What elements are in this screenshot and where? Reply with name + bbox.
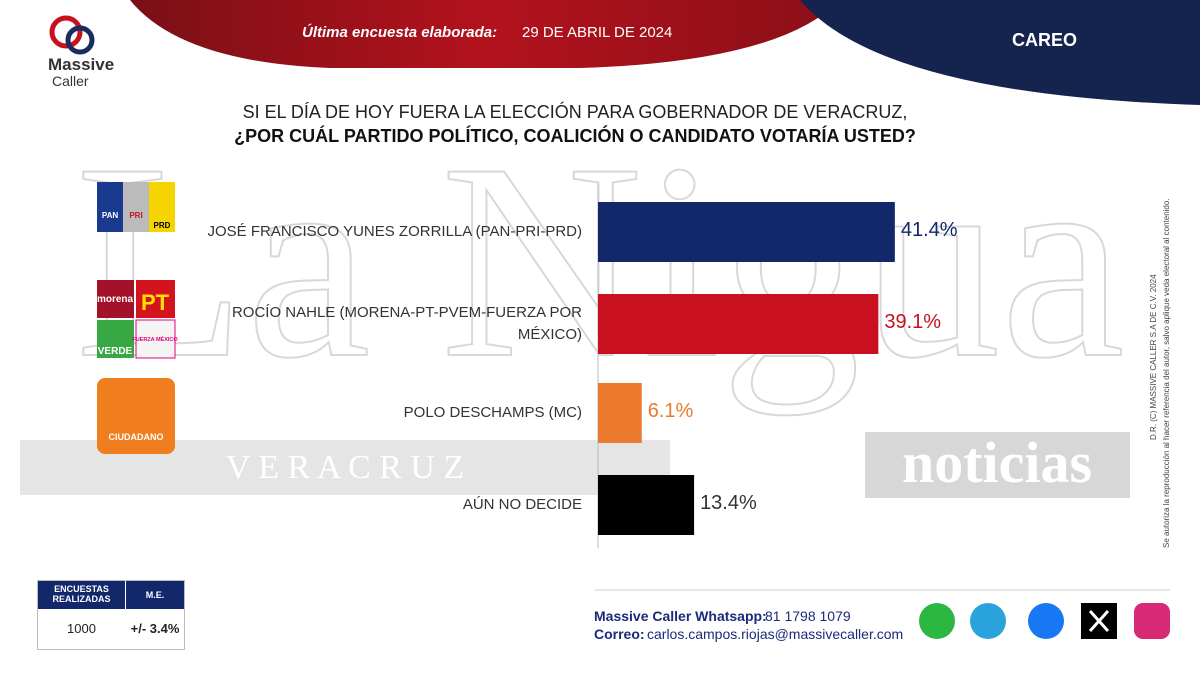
logo-prd <box>149 182 175 232</box>
value-label: 39.1% <box>884 311 942 333</box>
header-corner <box>800 0 1200 105</box>
watermark-sub: V E R A C R U Z <box>226 449 464 486</box>
header-date: 29 DE ABRIL DE 2024 <box>522 24 673 41</box>
brand-name: Massive <box>48 55 115 74</box>
logo-mc <box>97 378 175 454</box>
logo-icon <box>49 15 95 55</box>
logo-fxm <box>135 319 176 359</box>
logo-morena <box>97 280 134 318</box>
footer-value: 81 1798 1079 <box>765 608 851 624</box>
legal-text: Se autoriza la reproducción al hacer ref… <box>1162 198 1171 548</box>
whatsapp-icon[interactable] <box>919 603 955 639</box>
logo-pan <box>97 182 123 232</box>
logo-text: PRD <box>154 221 171 230</box>
logo-text: FUERZA MÉXICO <box>132 335 178 343</box>
category-label: AÚN NO DECIDE <box>462 496 582 513</box>
table-header: M.E. <box>126 581 184 609</box>
watermark-tag: noticias <box>902 430 1092 495</box>
logo-text: VERDE <box>98 346 133 357</box>
category-label: JOSÉ FRANCISCO YUNES ZORRILLA (PAN-PRI-P… <box>207 223 582 240</box>
logo-text: PAN <box>102 211 119 220</box>
brand-name: Caller <box>52 73 89 89</box>
bar <box>598 383 642 443</box>
telegram-icon[interactable] <box>970 603 1006 639</box>
watermark-box <box>865 432 1130 498</box>
footer-label: Correo: <box>594 626 645 642</box>
value-label: 6.1% <box>647 400 694 422</box>
logo-text: morena <box>97 294 134 305</box>
table-header: ENCUESTAS REALIZADAS <box>38 581 125 609</box>
facebook-icon[interactable] <box>1028 603 1064 639</box>
logo-text: PT <box>141 290 170 315</box>
header-band <box>130 0 840 68</box>
logo-text: CIUDADANO <box>109 432 164 442</box>
bar <box>598 294 879 354</box>
header-label: Última encuesta elaborada: <box>302 24 498 41</box>
footer-value: carlos.campos.riojas@massivecaller.com <box>647 626 904 642</box>
footer-label: Massive Caller Whatsapp: <box>594 608 767 624</box>
survey-table: ENCUESTAS REALIZADAS M.E. 1000 +/- 3.4% <box>37 580 185 650</box>
logo-pri <box>123 182 149 232</box>
instagram-icon[interactable] <box>1134 603 1170 639</box>
x-glyph <box>1088 609 1110 633</box>
bar <box>598 475 695 535</box>
category-label: POLO DESCHAMPS (MC) <box>403 404 582 421</box>
category-label: ROCÍO NAHLE (MORENA-PT-PVEM-FUERZA POR M… <box>231 304 582 343</box>
chart-subtitle: ¿POR CUÁL PARTIDO POLÍTICO, COALICIÓN O … <box>234 126 916 146</box>
section-label: CAREO <box>1012 30 1078 50</box>
value-label: 13.4% <box>700 492 757 514</box>
logo-verde <box>97 320 134 358</box>
bar <box>598 202 895 262</box>
table-cell: 1000 <box>67 621 96 636</box>
logo-pt <box>136 280 175 318</box>
legal-text: D.R. (C) MASSIVE CALLER S.A DE C.V. 2024 <box>1149 274 1158 440</box>
logo-text: PRI <box>129 211 142 220</box>
chart-title: SI EL DÍA DE HOY FUERA LA ELECCIÓN PARA … <box>242 102 908 122</box>
table-cell: +/- 3.4% <box>130 621 180 636</box>
value-label: 41.4% <box>900 219 958 241</box>
